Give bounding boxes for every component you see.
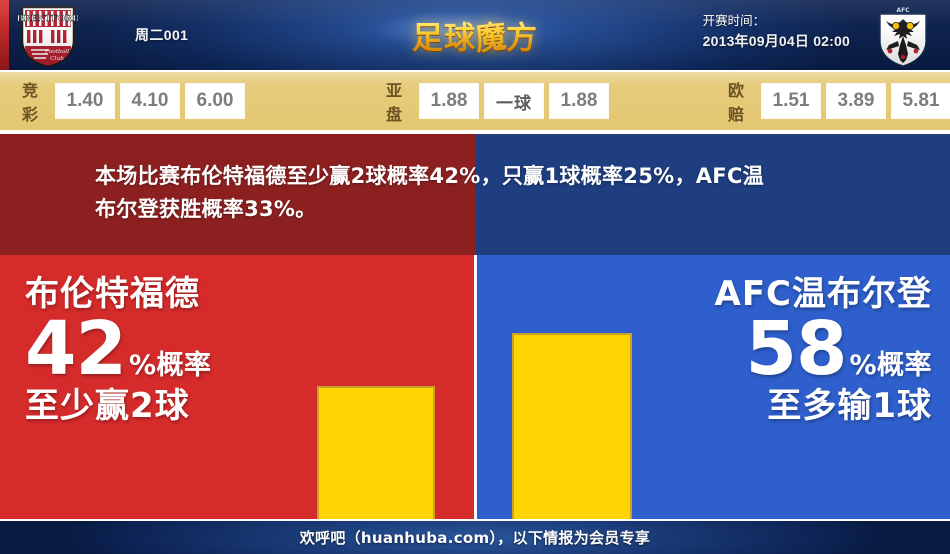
summary-text: 本场比赛布伦特福德至少赢2球概率42%，只赢1球概率25%，AFC温布尔登获胜概… <box>95 164 764 221</box>
odds-cell-european-home[interactable]: 1.51 <box>762 84 820 118</box>
odds-group-jingcai: 竞彩 1.40 4.10 6.00 <box>22 77 244 125</box>
away-verdict-text: 至多输1球 <box>767 386 932 427</box>
kickoff-info: 开赛时间： 2013年09月04日 02:00 <box>703 12 850 53</box>
summary-band-left-half <box>0 134 475 255</box>
odds-cell-asian-line[interactable]: 一球 <box>485 84 543 118</box>
home-percent-suffix: %概率 <box>128 350 212 381</box>
header-accent-stripe <box>0 0 9 70</box>
home-percent-row: 42 %概率 <box>25 306 325 392</box>
brand-logo: 足球 魔 方 <box>402 11 548 60</box>
home-team-crest-icon: BRENTFORD Football Club <box>16 5 80 68</box>
brand-logo-part2: 魔 <box>473 11 510 59</box>
odds-cell-jingcai-draw[interactable]: 4.10 <box>121 84 179 118</box>
brand-logo-part3: 方 <box>506 13 538 58</box>
odds-cell-asian-away[interactable]: 1.88 <box>550 84 608 118</box>
away-probability-bar <box>512 333 632 519</box>
home-probability-panel: 布伦特福德 42 %概率 至少赢2球 <box>0 255 475 519</box>
home-panel-content: 布伦特福德 42 %概率 至少赢2球 <box>25 255 325 519</box>
away-percent-suffix: %概率 <box>849 350 932 381</box>
home-percent-value: 42 <box>25 306 127 392</box>
kickoff-label: 开赛时间： <box>702 14 766 28</box>
away-percent-value: 58 <box>745 306 847 392</box>
svg-text:BRENTFORD: BRENTFORD <box>18 14 78 24</box>
home-probability-bar <box>317 386 435 519</box>
away-team-name: AFC温布尔登 <box>714 274 932 314</box>
odds-label-jingcai: 竞彩 <box>22 81 40 124</box>
footer-bar: 欢呼吧（huanhuba.com），以下情报为会员专享 <box>0 519 950 554</box>
home-verdict-text: 至少赢2球 <box>25 386 190 427</box>
odds-cell-asian-home[interactable]: 1.88 <box>420 84 478 118</box>
odds-label-european: 欧赔 <box>728 81 746 124</box>
odds-label-asian-handicap: 亚盘 <box>386 81 404 124</box>
match-number: 周二001 <box>135 27 189 43</box>
svg-text:AFC: AFC <box>896 7 910 14</box>
odds-cell-european-draw[interactable]: 3.89 <box>827 84 885 118</box>
probability-panels: 布伦特福德 42 %概率 至少赢2球 AFC温布尔登 58 %概率 至多输1球 <box>0 255 950 519</box>
odds-group-european: 欧赔 1.51 3.89 5.81 <box>728 77 950 125</box>
odds-cell-jingcai-away[interactable]: 6.00 <box>186 84 244 118</box>
odds-bar: 竞彩 1.40 4.10 6.00 亚盘 1.88 一球 1.88 欧赔 1.5… <box>0 70 950 132</box>
away-probability-panel: AFC温布尔登 58 %概率 至多输1球 <box>475 255 950 519</box>
away-percent-row: 58 %概率 <box>612 306 932 392</box>
svg-text:Club: Club <box>50 56 64 62</box>
home-team-name: 布伦特福德 <box>25 274 200 314</box>
kickoff-time: 2013年09月04日 02:00 <box>702 33 850 50</box>
panel-divider <box>474 255 477 519</box>
summary-band-right-half <box>475 134 950 255</box>
brand-logo-part1: 足球 <box>412 13 476 58</box>
svg-text:Football: Football <box>44 49 69 55</box>
odds-cell-european-away[interactable]: 5.81 <box>892 84 950 118</box>
odds-cell-jingcai-home[interactable]: 1.40 <box>56 84 114 118</box>
away-panel-content: AFC温布尔登 58 %概率 至多输1球 <box>612 255 932 519</box>
summary-band: 本场比赛布伦特福德至少赢2球概率42%，只赢1球概率25%，AFC温布尔登获胜概… <box>0 134 950 255</box>
header-bar: BRENTFORD Football Club 周二001 <box>0 0 950 70</box>
odds-group-asian-handicap: 亚盘 1.88 一球 1.88 <box>386 77 608 125</box>
footer-text: 欢呼吧（huanhuba.com），以下情报为会员专享 <box>299 529 651 547</box>
away-team-crest-icon: AFC <box>874 5 932 67</box>
